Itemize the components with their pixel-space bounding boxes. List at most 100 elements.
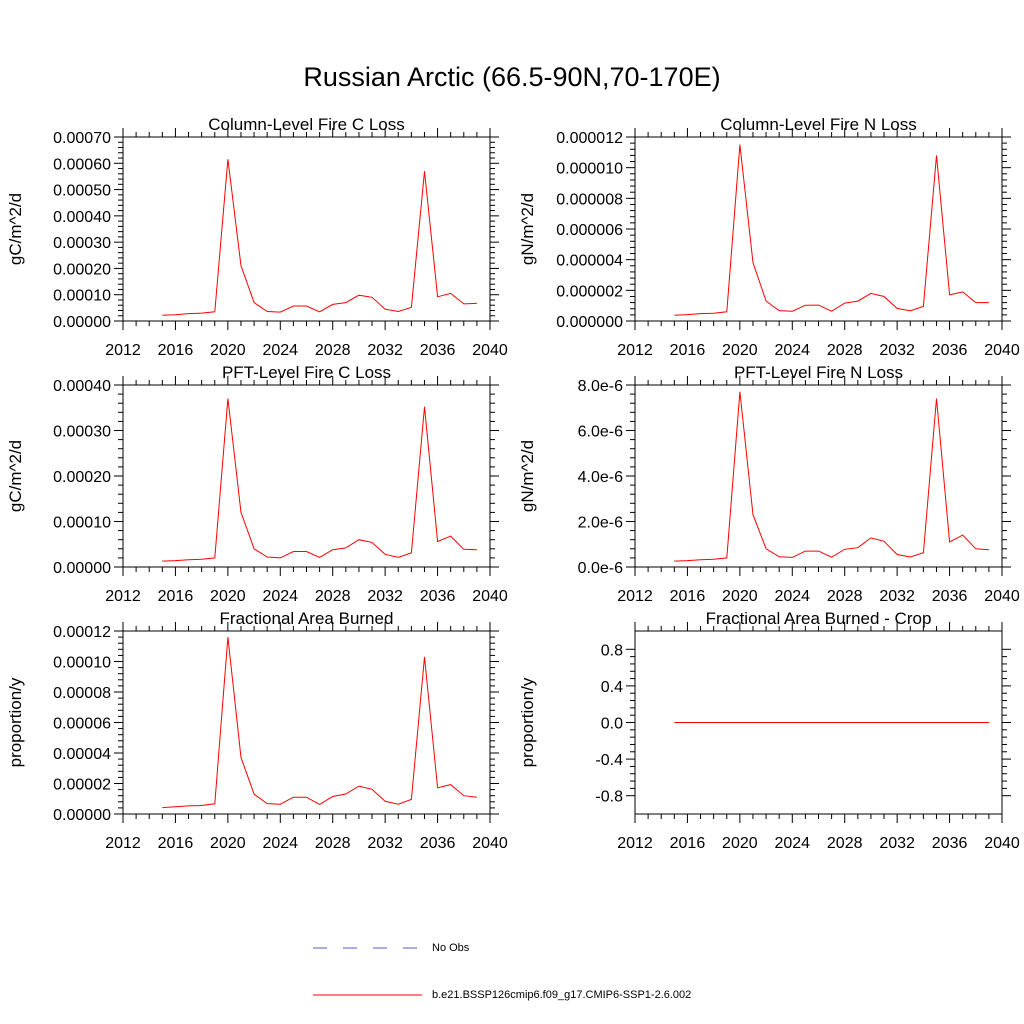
x-tick-label: 2028 [315,588,351,605]
y-tick-label: 0.00000 [53,314,111,331]
x-tick-label: 2016 [158,835,194,852]
x-tick-label: 2032 [879,342,915,359]
y-tick-label: 0.00008 [53,685,111,702]
x-tick-label: 2012 [617,342,653,359]
x-tick-label: 2032 [367,342,403,359]
x-tick-label: 2024 [774,588,810,605]
y-tick-label: 0.00002 [53,777,111,794]
x-tick-label: 2024 [262,835,298,852]
y-tick-label: 0.000010 [556,161,623,178]
x-tick-label: 2040 [984,588,1020,605]
x-tick-label: 2032 [367,835,403,852]
y-tick-label: 0.00000 [53,807,111,824]
y-tick-label: 0.00040 [53,378,111,395]
x-tick-label: 2036 [420,835,456,852]
x-tick-label: 2024 [774,342,810,359]
x-tick-label: 2016 [670,342,706,359]
x-tick-label: 2040 [472,342,508,359]
panel-title: Fractional Area Burned - Crop [706,609,932,628]
series-line [162,398,477,562]
x-tick-label: 2012 [105,342,141,359]
series-line [674,144,989,316]
y-tick-label: 0.000002 [556,283,623,300]
y-tick-label: 6.0e-6 [578,424,623,441]
panel-title: PFT-Level Fire C Loss [222,363,391,382]
x-tick-label: 2028 [315,835,351,852]
x-tick-label: 2028 [827,342,863,359]
series-line [674,391,989,562]
y-tick-label: 0.00006 [53,716,111,733]
panel-title: Column-Level Fire N Loss [720,115,917,134]
y-tick-label: 0.0 [601,716,623,733]
x-tick-label: 2016 [158,342,194,359]
x-tick-label: 2040 [984,342,1020,359]
y-tick-label: 0.000008 [556,191,623,208]
y-tick-label: 0.00000 [53,560,111,577]
x-tick-label: 2016 [670,588,706,605]
x-tick-label: 2016 [670,835,706,852]
x-tick-label: 2016 [158,588,194,605]
y-tick-label: 0.8 [601,642,623,659]
series-line [162,637,477,809]
x-tick-label: 2020 [722,588,758,605]
panel-title: PFT-Level Fire N Loss [734,363,903,382]
x-tick-label: 2012 [617,588,653,605]
y-tick-label: 0.4 [601,679,623,696]
x-tick-label: 2040 [472,835,508,852]
y-tick-label: 0.00050 [53,183,111,200]
y-axis-label: gC/m^2/d [6,193,25,265]
x-tick-label: 2028 [315,342,351,359]
y-tick-label: 0.000006 [556,222,623,239]
plot-frame [122,136,491,322]
y-tick-label: 2.0e-6 [578,515,623,532]
x-tick-label: 2020 [210,835,246,852]
x-tick-label: 2040 [472,588,508,605]
x-tick-label: 2040 [984,835,1020,852]
y-tick-label: 0.0e-6 [578,560,623,577]
y-tick-label: 0.00070 [53,130,111,147]
plot-frame [122,384,491,568]
panel-title: Fractional Area Burned [220,609,394,628]
y-tick-label: 0.00030 [53,424,111,441]
y-tick-label: 8.0e-6 [578,378,623,395]
y-tick-label: 0.00030 [53,235,111,252]
plot-frame [634,384,1003,568]
x-tick-label: 2024 [774,835,810,852]
y-tick-label: 0.000012 [556,130,623,147]
x-tick-label: 2036 [932,835,968,852]
y-axis-label: proportion/y [518,677,537,767]
series-line [162,159,477,316]
page-title: Russian Arctic (66.5-90N,70-170E) [303,62,721,92]
x-tick-label: 2020 [722,342,758,359]
x-tick-label: 2012 [105,835,141,852]
x-tick-label: 2028 [827,588,863,605]
y-tick-label: 0.00010 [53,515,111,532]
x-tick-label: 2032 [879,588,915,605]
y-tick-label: -0.8 [595,789,623,806]
y-tick-label: -0.4 [595,752,623,769]
y-tick-label: 0.00020 [53,469,111,486]
x-tick-label: 2028 [827,835,863,852]
y-tick-label: 0.00012 [53,624,111,641]
y-tick-label: 0.00020 [53,261,111,278]
x-tick-label: 2020 [210,588,246,605]
y-tick-label: 4.0e-6 [578,469,623,486]
y-tick-label: 0.000004 [556,253,623,270]
plot-frame [634,136,1003,322]
y-tick-label: 0.00010 [53,655,111,672]
x-tick-label: 2032 [367,588,403,605]
y-tick-label: 0.00004 [53,746,111,763]
y-tick-label: 0.000000 [556,314,623,331]
y-axis-label: proportion/y [6,677,25,767]
y-axis-label: gC/m^2/d [6,440,25,512]
x-tick-label: 2036 [420,588,456,605]
x-tick-label: 2012 [105,588,141,605]
panel-title: Column-Level Fire C Loss [208,115,405,134]
x-tick-label: 2024 [262,588,298,605]
y-axis-label: gN/m^2/d [518,440,537,512]
y-axis-label: gN/m^2/d [518,193,537,265]
plot-frame [122,630,491,815]
x-tick-label: 2020 [722,835,758,852]
x-tick-label: 2036 [932,342,968,359]
